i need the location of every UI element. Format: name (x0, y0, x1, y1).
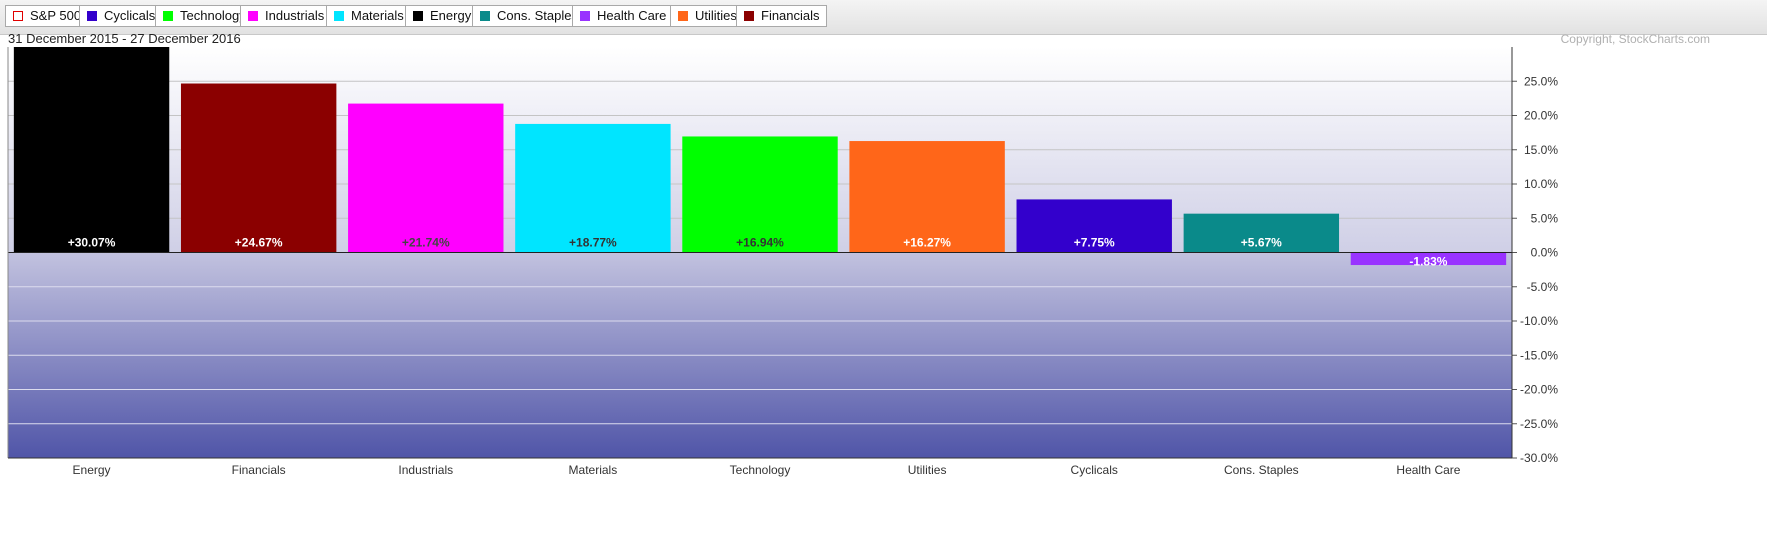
x-tick-label: Energy (73, 463, 111, 477)
legend-swatch (580, 11, 590, 21)
legend-item-cons-staples[interactable]: Cons. Staples (472, 5, 585, 27)
legend-item-financials[interactable]: Financials (736, 5, 827, 27)
legend-label: Financials (761, 8, 820, 23)
bar-cyclicals (1016, 199, 1172, 253)
x-tick-label: Health Care (1396, 463, 1460, 477)
x-tick-label: Financials (232, 463, 286, 477)
y-tick-label: 15.0% (1524, 143, 1558, 157)
date-range: 31 December 2015 - 27 December 2016 (8, 34, 241, 46)
y-tick-label: -30.0% (1520, 451, 1558, 465)
legend-label: Utilities (695, 8, 737, 23)
bar-cons-staples (1183, 213, 1340, 253)
legend-item-industrials[interactable]: Industrials (240, 5, 332, 27)
copyright-text: Copyright, StockCharts.com (1561, 34, 1710, 46)
bar-financials (180, 83, 337, 253)
legend-swatch (744, 11, 754, 21)
bar-health-care (1350, 252, 1507, 266)
data-label: +5.67% (1241, 236, 1282, 250)
legend-swatch (87, 11, 97, 21)
axes: 25.0% 20.0% 15.0% 10.0% 5.0% 0.0% -5.0% -10.0% -… (7, 47, 1559, 477)
x-tick-label: Materials (569, 463, 618, 477)
data-label: +16.94% (736, 236, 784, 250)
y-tick-label: -5.0% (1527, 280, 1559, 294)
data-label: +21.74% (402, 236, 450, 250)
bars: +30.07% +24.67% +21.74% +18.77% +16.94% +16.2… (13, 47, 1507, 269)
legend-swatch (248, 11, 258, 21)
legend-swatch (163, 11, 173, 21)
y-tick-label: 5.0% (1531, 211, 1559, 225)
data-label: +30.07% (68, 236, 116, 250)
bar-materials (515, 123, 671, 253)
x-tick-label: Utilities (908, 463, 947, 477)
y-tick-label: -25.0% (1520, 417, 1558, 431)
bar-chart: +30.07% +24.67% +21.74% +18.77% +16.94% +16.2… (7, 31, 1710, 477)
y-tick-label: 25.0% (1524, 74, 1558, 88)
bar-energy (13, 47, 170, 253)
legend-swatch (480, 11, 490, 21)
y-tick-label: 0.0% (1531, 246, 1559, 260)
y-tick-label: 20.0% (1524, 109, 1558, 123)
y-tick-label: -20.0% (1520, 383, 1558, 397)
data-label: +7.75% (1074, 236, 1115, 250)
legend-label: Materials (351, 8, 404, 23)
x-tick-label: Cyclicals (1071, 463, 1118, 477)
data-label: +18.77% (569, 236, 617, 250)
x-tick-label: Industrials (398, 463, 453, 477)
data-label: +16.27% (903, 236, 951, 250)
x-tick-label: Technology (730, 463, 791, 477)
legend-item-health-care[interactable]: Health Care (572, 5, 674, 27)
y-tick-label: -10.0% (1520, 314, 1558, 328)
y-tick-label: 10.0% (1524, 177, 1558, 191)
legend-swatch (334, 11, 344, 21)
legend-label: Health Care (597, 8, 667, 23)
legend-label: Industrials (265, 8, 325, 23)
bar-utilities (849, 141, 1005, 253)
legend-item-s-p-500[interactable]: S&P 500 (5, 5, 89, 27)
legend-swatch (413, 11, 423, 21)
legend-item-energy[interactable]: Energy (405, 5, 479, 27)
legend-item-materials[interactable]: Materials (326, 5, 411, 27)
legend-item-technology[interactable]: Technology (155, 5, 253, 27)
bar-technology (682, 136, 838, 253)
legend-label: Cons. Staples (497, 8, 578, 23)
legend-item-cyclicals[interactable]: Cyclicals (79, 5, 163, 27)
legend-label: Technology (180, 8, 246, 23)
legend-swatch (13, 11, 23, 21)
legend-swatch (678, 11, 688, 21)
legend-label: Cyclicals (104, 8, 156, 23)
legend-label: S&P 500 (30, 8, 82, 23)
legend-item-utilities[interactable]: Utilities (670, 5, 744, 27)
bar-industrials (348, 103, 504, 253)
legend-label: Energy (430, 8, 472, 23)
legend-bar: S&P 500 Cyclicals Technology Industrials Mat… (0, 0, 1767, 35)
chart-area: +30.07% +24.67% +21.74% +18.77% +16.94% +16.2… (0, 31, 1767, 540)
x-tick-label: Cons. Staples (1224, 463, 1299, 477)
data-label: -1.83% (1409, 255, 1447, 269)
data-label: +24.67% (235, 236, 283, 250)
y-tick-label: -15.0% (1520, 348, 1558, 362)
